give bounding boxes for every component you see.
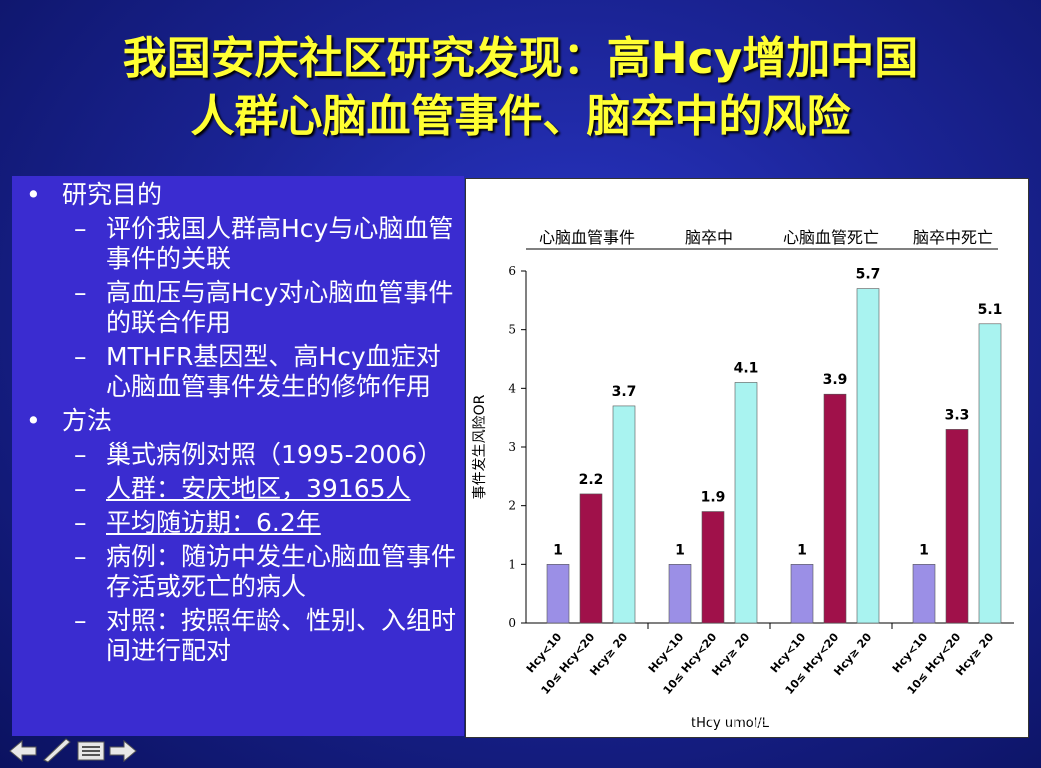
y-tick-label: 0 [508,616,516,630]
method-item-text: 人群：安庆地区，39165人 [106,474,411,503]
bar [668,564,692,624]
method-item: 巢式病例对照（1995-2006） [12,440,464,470]
bar [579,493,603,624]
group-title: 心脑血管事件 [539,228,635,247]
method-heading: 方法 [12,406,464,436]
x-axis-label: tHcy umol/L [691,716,770,731]
y-tick-label: 5 [508,323,516,337]
data-label: 1 [675,542,685,558]
pen-icon[interactable] [43,738,71,763]
method-item-text: 平均随访期：6.2年 [106,508,321,537]
slide-title: 我国安庆社区研究发现：高Hcy增加中国 人群心脑血管事件、脑卒中的风险 [0,30,1041,146]
y-axis-label: 事件发生风险OR [472,394,488,499]
watermark-text: 中国南方国际心血管病学术会议 [500,706,934,741]
title-line-1: 我国安庆社区研究发现：高Hcy增加中国 [122,33,919,84]
data-label: 4.1 [734,360,759,376]
title-line-2: 人群心脑血管事件、脑卒中的风险 [190,91,851,142]
y-tick-label: 4 [508,381,516,395]
data-label: 5.1 [978,302,1003,318]
y-tick-label: 3 [508,440,516,454]
menu-icon[interactable] [77,741,105,761]
bar [734,382,758,624]
chart-panel: 0 1 2 3 4 5 6 事件发生风险OR 心脑血管事件 1 Hcy<10 2.2 10≤ Hcy<2… [465,178,1029,738]
bar [945,429,969,624]
group-title: 脑卒中死亡 [913,228,993,247]
nav-controls [9,738,137,763]
data-label: 1 [919,542,929,558]
data-label: 5.7 [856,267,881,283]
data-label: 1.9 [701,490,726,506]
content-panel: 研究目的 评价我国人群高Hcy与心脑血管事件的关联 高血压与高Hcy对心脑血管事… [12,176,464,736]
bar [823,393,847,624]
data-label: 3.7 [612,384,637,400]
bar [701,511,725,624]
purpose-item: MTHFR基因型、高Hcy血症对心脑血管事件发生的修饰作用 [12,342,464,402]
method-item: 人群：安庆地区，39165人 [12,474,464,504]
data-label: 3.9 [823,372,848,388]
y-tick-label: 1 [508,557,516,571]
bar [912,564,936,624]
method-item: 平均随访期：6.2年 [12,508,464,538]
y-tick-label: 2 [508,499,516,513]
method-item: 病例：随访中发生心脑血管事件存活或死亡的病人 [12,542,464,602]
bar [978,323,1002,624]
prev-arrow-icon[interactable] [9,739,37,763]
method-item: 对照：按照年龄、性别、入组时间进行配对 [12,606,464,666]
bar [612,405,636,624]
next-arrow-icon[interactable] [109,739,137,763]
purpose-item: 评价我国人群高Hcy与心脑血管事件的关联 [12,214,464,274]
group-title: 脑卒中 [685,228,733,247]
data-label: 3.3 [945,407,970,423]
data-label: 2.2 [579,472,604,488]
purpose-item: 高血压与高Hcy对心脑血管事件的联合作用 [12,278,464,338]
data-label: 1 [553,542,563,558]
group-title: 心脑血管死亡 [783,228,879,247]
bar [856,288,880,624]
bar [790,564,814,624]
data-label: 1 [797,542,807,558]
bar [546,564,570,624]
y-tick-label: 6 [508,264,516,278]
purpose-heading: 研究目的 [12,180,464,210]
